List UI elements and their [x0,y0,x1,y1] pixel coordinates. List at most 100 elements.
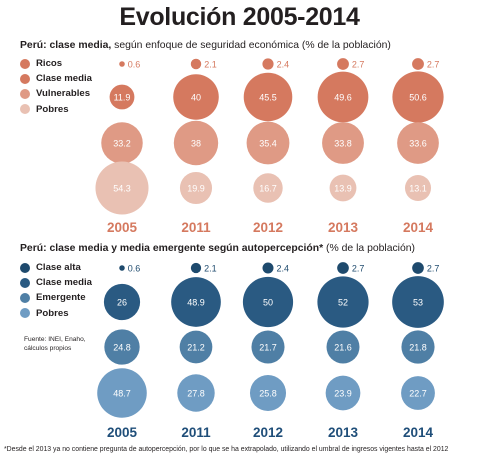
year-label-2011: 2011 [181,425,211,440]
data-label-clase-media-2011: 48.9 [187,298,205,308]
data-label-ricos-2014: 2.7 [427,60,440,70]
data-label-clase-media-2011: 40 [191,93,201,103]
legend-dot-clase-media [20,277,30,288]
legend-dot-pobres [20,104,30,115]
legend-item-clase-media: Clase media [20,71,92,86]
bubble-clase-media-2013 [317,276,369,328]
bubble-clase-media-2011 [171,277,221,327]
legend-item-emergente: Emergente [20,290,92,305]
legend-label: Vulnerables [36,88,91,100]
chart1-bubble-plot: 0.6 2.1 2.4 2.7 2.7 11.9 40 45.5 49.6 50.6 33.2 38 3… [95,58,444,235]
year-label-2014: 2014 [403,220,434,235]
bubble-vulnerables-2014 [397,122,439,164]
bubble-pobres-2012 [253,173,283,203]
bubble-vulnerables-2013 [322,122,364,164]
data-label-vulnerables-2014: 33.6 [409,139,427,149]
chart1-subtitle-rest: según enfoque de seguridad económica (% … [111,40,391,51]
data-label-vulnerables-2005: 33.2 [113,139,131,149]
bubble-emergente-2014 [401,330,435,364]
year-label-2014: 2014 [403,425,434,440]
legend-dot-clase-media [20,73,30,84]
chart1-subtitle: Perú: clase media, según enfoque de segu… [20,40,391,51]
chart2-subtitle-rest: (% de la población) [323,243,416,254]
data-label-ricos-2013: 2.7 [352,60,365,70]
bubble-vulnerables-2011 [173,120,219,166]
bubble-clase-media-2014 [392,276,444,328]
bubble-clase-alta-2013 [337,262,349,274]
legend-label: Pobres [36,103,69,115]
bubble-pobres-2011 [179,171,213,205]
chart2-subtitle: Perú: clase media y media emergente segú… [20,243,415,254]
legend-label: Clase alta [36,262,81,274]
bubble-pobres-2013 [329,174,357,202]
data-label-vulnerables-2011: 38 [191,139,201,149]
year-label-2005: 2005 [107,425,138,440]
legend-label: Pobres [36,307,69,319]
bubble-pobres-2012 [249,374,287,412]
data-label-pobres-2012: 25.8 [259,389,277,399]
bubble-pobres-2011 [177,374,215,412]
bubble-pobres-2005 [95,161,149,215]
bubble-emergente-2011 [179,330,213,364]
data-label-clase-alta-2005: 0.6 [128,264,141,274]
bubble-clase-media-2014 [392,71,444,123]
year-label-2011: 2011 [181,220,211,235]
bubble-clase-media-2012 [243,72,293,122]
bubble-pobres-2014 [404,174,432,202]
legend-label: Clase media [36,73,92,85]
bubble-clase-media-2013 [317,71,369,123]
data-label-pobres-2013: 13.9 [334,184,352,194]
source-note: Fuente: INEI, Enaho, cálculos propios [24,336,86,352]
data-label-clase-media-2014: 50.6 [409,93,427,103]
bubble-emergente-2012 [251,330,285,364]
bubble-emergente-2005 [104,329,140,365]
bubble-pobres-2013 [325,375,361,411]
legend-dot-pobres [20,308,30,319]
data-label-clase-media-2005: 11.9 [114,93,131,103]
data-label-emergente-2014: 21.8 [409,343,427,353]
data-label-pobres-2014: 13.1 [409,184,427,194]
bubble-clase-alta-2011 [190,262,202,274]
legend-dot-vulnerables [20,88,30,99]
data-label-emergente-2013: 21.6 [334,343,352,353]
data-label-clase-media-2012: 45.5 [259,93,277,103]
data-label-clase-media-2012: 50 [263,298,273,308]
legend-dot-ricos [20,58,30,69]
legend-label: Emergente [36,292,86,304]
chart1-subtitle-bold: Perú: clase media, [20,40,112,51]
bubble-ricos-2012 [262,58,274,70]
bubble-pobres-2005 [97,368,147,418]
bubble-clase-media-2012 [242,276,294,328]
chart2-legend: Clase alta Clase media Emergente Pobres [20,260,92,321]
bubble-clase-media-2005 [103,283,141,321]
data-label-vulnerables-2012: 35.4 [259,139,277,149]
data-label-pobres-2012: 16.7 [259,184,277,194]
data-label-clase-media-2013: 49.6 [334,93,352,103]
legend-label: Ricos [36,58,63,70]
data-label-clase-alta-2011: 2.1 [204,264,217,274]
year-label-2013: 2013 [328,425,359,440]
year-label-2012: 2012 [253,425,283,440]
data-label-pobres-2014: 22.7 [409,389,427,399]
bubble-clase-alta-2014 [412,262,424,274]
data-label-clase-alta-2013: 2.7 [352,264,365,274]
data-label-emergente-2011: 21.2 [187,343,205,353]
data-label-clase-media-2013: 52 [338,298,348,308]
chart1-legend: Ricos Clase media Vulnerables Pobres [20,56,92,117]
legend-item-vulnerables: Vulnerables [20,86,92,101]
legend-item-clase-alta: Clase alta [20,260,92,275]
data-label-clase-media-2014: 53 [413,298,423,308]
page-title: Evolución 2005-2014 [119,3,360,31]
year-label-2013: 2013 [328,220,359,235]
bubble-vulnerables-2005 [101,122,143,164]
bubble-clase-alta-2012 [262,262,274,274]
year-label-2012: 2012 [253,220,283,235]
bubble-ricos-2014 [412,58,424,70]
data-label-clase-alta-2012: 2.4 [276,264,289,274]
bubble-vulnerables-2012 [246,121,290,165]
data-label-ricos-2012: 2.4 [277,60,290,70]
legend-dot-emergente [20,292,30,303]
legend-label: Clase media [36,277,92,289]
data-label-pobres-2011: 19.9 [187,184,205,194]
data-label-ricos-2005: 0.6 [128,60,141,70]
